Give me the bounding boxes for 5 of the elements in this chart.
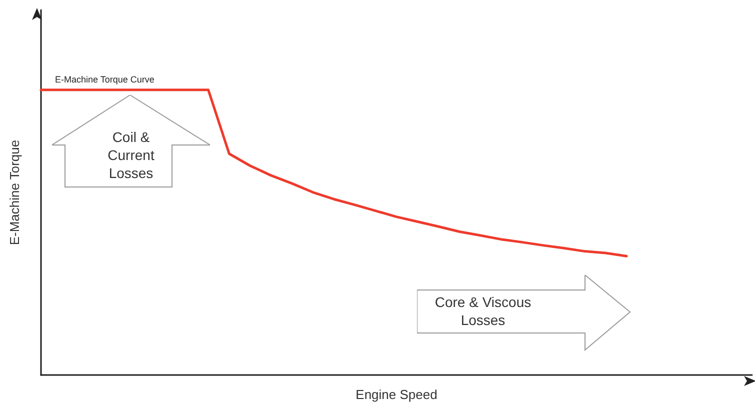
annotation: Coil & Current Losses [106, 128, 156, 182]
y-axis-title: E-Machine Torque [7, 140, 22, 246]
series-label: E-Machine Torque Curve [55, 74, 154, 84]
annotation: Core & Viscous Losses [434, 293, 532, 329]
x-axis-title: Engine Speed [356, 387, 438, 402]
